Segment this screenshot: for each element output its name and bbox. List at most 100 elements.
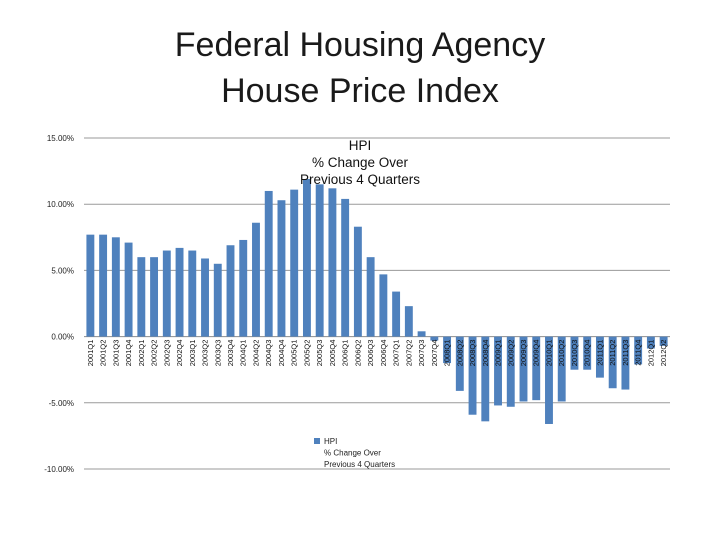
x-axis-category-labels: 2001Q1 2001Q2 2001Q3 2001Q4 2002Q1 2002Q2 2002…	[86, 340, 668, 367]
x-category-label: 2011Q2	[608, 340, 617, 366]
x-category-label: 2005Q3	[315, 340, 324, 367]
x-category-label: 2012Q1	[646, 340, 655, 367]
x-category-label: 2008Q3	[468, 340, 477, 367]
y-tick-label: 5.00%	[51, 266, 74, 275]
legend-swatch	[314, 438, 320, 444]
bar	[595, 336, 604, 378]
x-category-label: 2004Q1	[239, 340, 248, 367]
chart-title-line: HPI	[349, 138, 372, 153]
bar	[150, 257, 159, 337]
x-category-label: 2003Q2	[201, 340, 210, 367]
x-category-label: 2004Q4	[277, 340, 286, 367]
bar	[443, 336, 452, 364]
bars	[86, 179, 668, 424]
x-category-label: 2012Q2	[659, 340, 668, 367]
x-category-label: 2011Q4	[634, 340, 643, 366]
gridlines	[84, 137, 670, 470]
y-tick-label: 0.00%	[51, 333, 74, 342]
bar	[226, 245, 235, 337]
y-tick-label: -10.00%	[44, 465, 74, 474]
x-category-label: 2007Q4	[430, 340, 439, 367]
bar	[264, 190, 273, 337]
x-category-label: 2009Q2	[506, 340, 515, 367]
y-tick-label: 10.00%	[47, 200, 74, 209]
x-category-label: 2002Q4	[175, 340, 184, 367]
x-category-label: 2009Q4	[532, 340, 541, 367]
x-category-label: 2006Q2	[353, 340, 362, 367]
bar	[366, 257, 375, 337]
x-category-label: 2011Q1	[595, 340, 604, 366]
bar	[239, 239, 248, 337]
bar	[506, 336, 515, 407]
x-category-label: 2008Q2	[455, 340, 464, 367]
x-category-label: 2005Q1	[290, 340, 299, 367]
bar	[328, 188, 337, 337]
bar	[290, 189, 299, 337]
bar	[302, 179, 311, 337]
bar	[481, 336, 490, 422]
legend-label-line: HPI	[324, 437, 337, 446]
bar	[468, 336, 477, 415]
bar	[175, 247, 184, 337]
x-category-label: 2005Q2	[302, 340, 311, 367]
bar	[646, 336, 655, 349]
x-category-label: 2006Q3	[366, 340, 375, 367]
bar	[634, 336, 643, 365]
bar	[659, 336, 668, 346]
x-category-label: 2003Q3	[213, 340, 222, 367]
bar	[417, 331, 426, 337]
bar	[621, 336, 630, 390]
x-category-label: 2003Q4	[226, 340, 235, 367]
x-category-label: 2002Q1	[137, 340, 146, 367]
bar	[341, 198, 350, 337]
bar	[137, 257, 146, 337]
x-category-label: 2010Q2	[557, 340, 566, 367]
x-category-label: 2009Q3	[519, 340, 528, 367]
y-tick-label: 15.00%	[47, 134, 74, 143]
x-category-label: 2001Q3	[111, 340, 120, 367]
bar	[277, 200, 286, 337]
x-category-label: 2002Q3	[162, 340, 171, 367]
x-category-label: 2004Q3	[264, 340, 273, 367]
x-category-label: 2009Q1	[494, 340, 503, 367]
x-category-label: 2010Q3	[570, 340, 579, 367]
x-category-label: 2008Q4	[481, 340, 490, 367]
slide-title: Federal Housing Agency House Price Index	[0, 22, 720, 114]
bar	[379, 274, 388, 337]
bar	[353, 226, 362, 337]
bar	[124, 242, 133, 337]
bar	[583, 336, 592, 370]
bar	[532, 336, 541, 401]
slide-title-line-1: Federal Housing Agency	[174, 26, 546, 64]
chart-title-line: % Change Over	[312, 155, 409, 170]
chart-title: HPI % Change Over Previous 4 Quarters	[300, 138, 420, 187]
x-category-label: 2007Q1	[392, 340, 401, 367]
x-category-label: 2007Q3	[417, 340, 426, 367]
bar	[201, 258, 209, 337]
x-category-label: 2002Q2	[150, 340, 159, 367]
x-category-label: 2003Q1	[188, 340, 197, 367]
legend-label-line: % Change Over	[324, 449, 381, 458]
x-category-label: 2007Q2	[404, 340, 413, 367]
bar	[86, 234, 95, 337]
x-category-label: 2004Q2	[251, 340, 260, 367]
x-category-label: 2001Q4	[124, 340, 133, 367]
bar	[404, 306, 413, 337]
bar	[188, 250, 197, 337]
bar	[213, 263, 222, 337]
y-tick-label: -5.00%	[49, 399, 74, 408]
bar	[494, 336, 502, 406]
x-category-label: 2011Q3	[621, 340, 630, 366]
x-category-label: 2006Q1	[341, 340, 350, 367]
bar	[608, 336, 617, 389]
bar	[519, 336, 528, 402]
bar	[99, 234, 108, 337]
bar	[545, 336, 553, 424]
bar	[315, 184, 324, 337]
bar	[430, 336, 439, 341]
chart-title-line: Previous 4 Quarters	[300, 172, 420, 187]
x-category-label: 2001Q1	[86, 340, 95, 367]
x-category-label: 2008Q1	[443, 340, 452, 367]
bar	[252, 222, 260, 337]
